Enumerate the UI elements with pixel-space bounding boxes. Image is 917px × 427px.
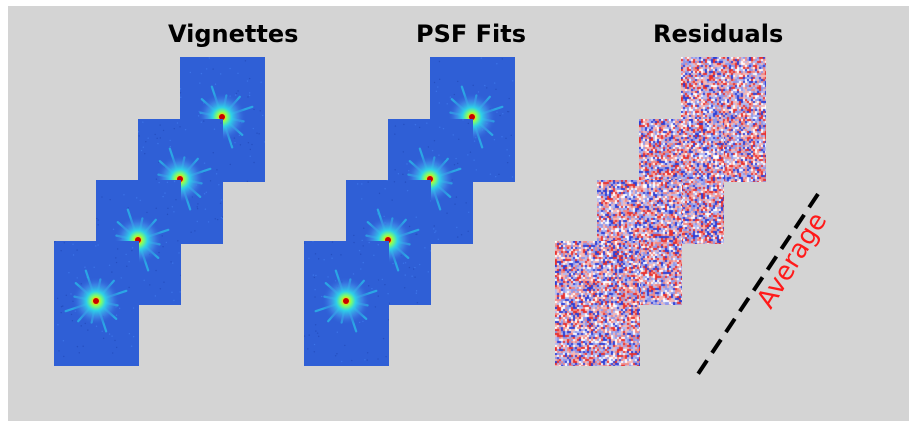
psf-fits-title: PSF Fits [416,20,527,48]
residuals-title: Residuals [653,20,784,48]
psf-fits-tile [304,241,389,366]
vignettes-title: Vignettes [168,20,299,48]
average-dashed-line [696,192,820,376]
vignettes-tile [54,241,139,366]
residuals-tile [555,241,640,366]
figure-panel: Vignettes PSF Fits Residuals Average [8,6,909,421]
